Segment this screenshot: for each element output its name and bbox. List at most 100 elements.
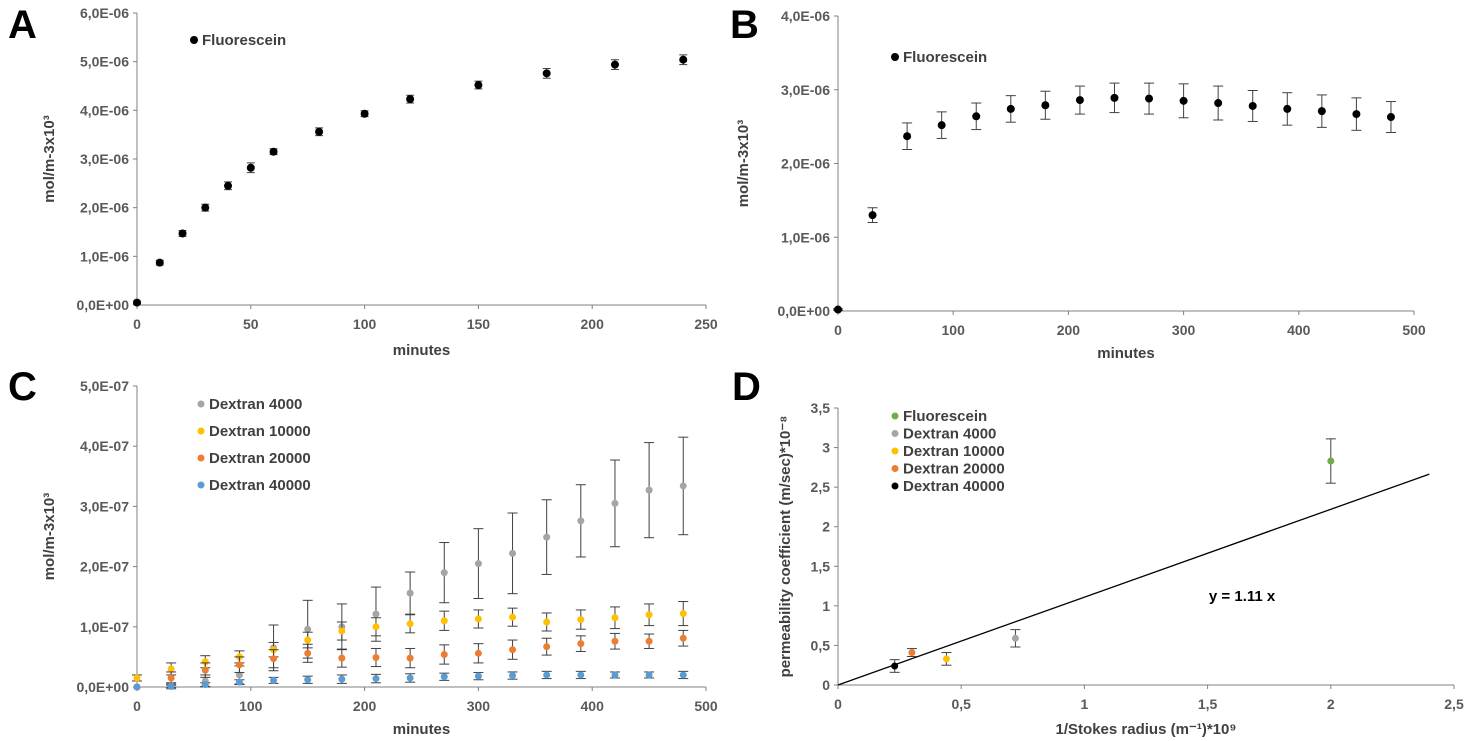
data-point (1248, 101, 1257, 110)
data-point (235, 671, 243, 679)
data-point (543, 643, 551, 651)
y-tick-label: 4,0E-06 (80, 102, 129, 118)
x-tick-label: 200 (353, 698, 377, 714)
data-point (304, 676, 312, 684)
chart-panel-b: B 0,0E+00 1,0E-06 2,0E-06 3,0E-06 4,0E-06 0 100… (730, 3, 1426, 362)
legend-marker (190, 36, 198, 44)
data-point (891, 662, 899, 670)
data-point (304, 649, 312, 657)
data-point (679, 610, 687, 618)
data-point (611, 499, 619, 507)
legend-marker (891, 412, 899, 420)
data-point (509, 672, 517, 680)
data-point (679, 634, 687, 642)
y-tick-label: 3,5 (811, 400, 831, 416)
y-tick-label: 0,0E+00 (777, 303, 830, 319)
data-point (1214, 99, 1223, 108)
data-point (543, 618, 551, 626)
y-tick-label: 3,0E-06 (80, 151, 129, 167)
x-tick-label: 0 (133, 698, 141, 714)
data-point (679, 671, 687, 679)
data-point (474, 649, 482, 657)
data-point (315, 127, 324, 136)
data-point (645, 671, 653, 679)
data-point (645, 637, 653, 645)
data-point (1386, 113, 1395, 122)
data-point (246, 163, 255, 172)
data-point (406, 95, 415, 104)
legend-label: Dextran 4000 (903, 426, 996, 443)
y-tick-label: 1,0E-07 (80, 619, 129, 635)
series-dextran-40000 (889, 659, 900, 673)
data-point (610, 60, 619, 69)
series-dextran-20000 (906, 648, 917, 658)
legend-marker (197, 481, 205, 489)
data-point (611, 614, 619, 622)
data-point (1317, 107, 1326, 116)
x-tick-label: 2 (1327, 696, 1335, 712)
y-tick-label: 4,0E-07 (80, 438, 129, 454)
y-tick-label: 2 (822, 519, 830, 535)
y-tick-label: 1,0E-06 (781, 229, 830, 245)
legend-marker (197, 400, 205, 408)
data-point (338, 675, 346, 683)
series-dextran-4000 (1010, 629, 1021, 648)
panel-letter: D (732, 365, 761, 409)
data-point (372, 623, 380, 631)
data-point (133, 683, 141, 691)
data-point (201, 681, 209, 689)
data-point (372, 654, 380, 662)
data-point (372, 675, 380, 683)
panel-letter: A (8, 3, 37, 47)
x-tick-label: 150 (467, 316, 491, 332)
data-point (645, 611, 653, 619)
x-axis-label: 1/Stokes radius (m⁻¹)*10⁹ (1056, 721, 1237, 738)
data-point (338, 627, 346, 635)
data-point (406, 674, 414, 682)
x-tick-label: 0 (834, 696, 842, 712)
x-axis-label: minutes (393, 342, 451, 359)
y-tick-label: 0,0E+00 (76, 679, 129, 695)
data-point (304, 636, 312, 644)
x-tick-label: 250 (694, 316, 718, 332)
legend-label: Fluorescein (202, 32, 286, 49)
y-axis-label: mol/m-3x10³ (41, 493, 58, 581)
legend-marker (197, 427, 205, 435)
data-point (167, 682, 175, 690)
data-point (474, 560, 482, 568)
data-point (937, 121, 946, 130)
y-tick-label: 5,0E-06 (80, 54, 129, 70)
series-dextran-10000 (941, 652, 952, 666)
data-point (1179, 96, 1188, 105)
data-point (474, 81, 483, 90)
x-tick-label: 200 (581, 316, 605, 332)
data-point (440, 673, 448, 681)
x-tick-label: 100 (353, 316, 377, 332)
data-point (577, 640, 585, 648)
legend-label: Fluorescein (903, 49, 987, 66)
x-tick-label: 300 (1172, 322, 1196, 338)
data-point (338, 654, 346, 662)
data-point (372, 610, 380, 618)
data-point (235, 661, 243, 669)
data-point (1145, 94, 1154, 103)
x-tick-label: 100 (942, 322, 966, 338)
x-tick-label: 0,5 (951, 696, 971, 712)
data-point (270, 676, 278, 684)
data-point (167, 665, 175, 673)
series-dextran-40000 (133, 670, 689, 691)
chart-panel-a: A 0,0E+00 1,0E-06 2,0E-06 3,0E-06 4,0E-06 5,0E… (8, 3, 718, 359)
panel-letter: B (730, 3, 759, 47)
data-point (155, 258, 164, 267)
data-point (304, 625, 312, 633)
data-point (903, 132, 912, 141)
y-tick-label: 0,0E+00 (76, 297, 129, 313)
data-point (440, 650, 448, 658)
data-point (1110, 93, 1119, 102)
data-point (360, 109, 369, 118)
data-point (406, 620, 414, 628)
data-point (269, 147, 278, 156)
data-point (679, 482, 687, 490)
data-point (235, 678, 243, 686)
